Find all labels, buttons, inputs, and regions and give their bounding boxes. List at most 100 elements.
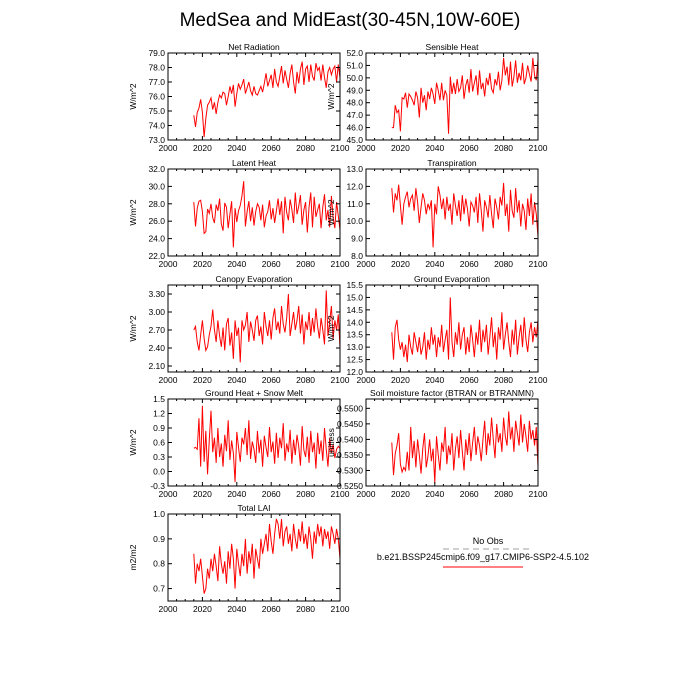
x-tick-label: 2040 [425, 489, 444, 499]
x-tick-label: 2040 [425, 375, 444, 385]
y-tick-label: 13.5 [346, 330, 363, 340]
series-line-net-radiation [193, 61, 340, 138]
panel-soil-moisture-factor-btran-or-btranmn: 2000 2020 2040 2060 2080 21000.52500.53000.53… [326, 388, 548, 499]
panel-title-canopy-evaporation: Canopy Evaporation [215, 274, 292, 284]
series-line-soil-moisture-factor-btran-or-btranmn [391, 411, 538, 483]
x-tick-label: 2000 [357, 375, 376, 385]
y-tick-label: 13.0 [346, 164, 363, 174]
series-line-sensible-heat [391, 57, 538, 134]
x-tick-label: 2100 [529, 489, 548, 499]
panel-title-net-radiation: Net Radiation [228, 42, 280, 52]
y-tick-label: 22.0 [148, 251, 165, 261]
y-tick-label: 0.5450 [337, 419, 363, 429]
y-tick-label: 13.0 [346, 342, 363, 352]
y-tick-label: 2.40 [148, 343, 165, 353]
y-axis-label-ground-evaporation: W/m^2 [326, 315, 336, 341]
y-tick-label: 12.5 [346, 355, 363, 365]
y-tick-label: 0.0 [153, 467, 165, 477]
series-line-ground-heat-snow-melt [193, 405, 340, 483]
x-tick-label: 2100 [331, 143, 350, 153]
x-tick-label: 2060 [460, 143, 479, 153]
y-tick-label: 2.70 [148, 325, 165, 335]
x-tick-label: 2000 [159, 143, 178, 153]
x-tick-label: 2060 [262, 143, 281, 153]
x-tick-label: 2060 [460, 375, 479, 385]
panel-title-latent-heat: Latent Heat [232, 158, 277, 168]
plot-frame-net-radiation [167, 52, 341, 141]
y-tick-label: 12.0 [346, 367, 363, 377]
y-tick-label: 12.0 [346, 181, 363, 191]
x-tick-label: 2060 [262, 489, 281, 499]
x-tick-label: 2020 [193, 604, 212, 614]
x-tick-label: 2100 [331, 489, 350, 499]
x-tick-label: 2000 [159, 489, 178, 499]
x-tick-label: 2000 [357, 489, 376, 499]
x-tick-label: 2100 [529, 259, 548, 269]
panels-group: 2000 2020 2040 2060 2080 2100 73.0 74.0 75.0 76.0… [128, 42, 548, 614]
x-tick-label: 2000 [159, 259, 178, 269]
panel-sensible-heat: 2000 2020 2040 2060 2080 210045.046.047.048.0… [326, 42, 548, 153]
y-tick-label: 24.0 [148, 234, 165, 244]
x-tick-label: 2080 [296, 375, 315, 385]
plot-frame-sensible-heat [365, 52, 539, 141]
y-tick-label: 28.0 [148, 199, 165, 209]
y-tick-label: 0.5500 [337, 403, 363, 413]
x-tick-label: 2100 [529, 143, 548, 153]
y-tick-label: 30.0 [148, 181, 165, 191]
y-tick-label: 11.0 [347, 199, 363, 209]
y-tick-label: 0.5250 [337, 481, 363, 491]
panel-title-soil-moisture-factor-btran-or-btranmn: Soil moisture factor (BTRAN or BTRANMN) [370, 388, 534, 398]
panel-net-radiation: 2000 2020 2040 2060 2080 2100 73.0 74.0 75.0 76.0… [128, 42, 350, 153]
x-tick-label: 2040 [425, 259, 444, 269]
y-axis-label-latent-heat: W/m^2 [128, 199, 138, 225]
y-tick-label: 0.5400 [337, 434, 363, 444]
y-tick-label: 10.0 [346, 216, 363, 226]
panel-total-lai: 2000 2020 2040 2060 2080 2100 0.7 0.8 0.9 1.0 Tota… [128, 503, 350, 614]
series-line-latent-heat [193, 181, 340, 248]
y-tick-label: 75.0 [148, 106, 165, 116]
x-tick-label: 2040 [227, 604, 246, 614]
x-tick-label: 2040 [227, 259, 246, 269]
y-tick-label: 0.9 [153, 534, 165, 544]
x-tick-label: 2080 [296, 489, 315, 499]
y-tick-label: 15.5 [346, 280, 363, 290]
x-tick-label: 2020 [391, 489, 410, 499]
x-tick-label: 2080 [296, 604, 315, 614]
y-tick-label: 52.0 [346, 48, 363, 58]
y-tick-label: 45.0 [346, 135, 363, 145]
series-line-ground-evaporation [391, 297, 538, 363]
y-tick-label: 9.0 [351, 234, 363, 244]
y-tick-label: 14.0 [346, 317, 363, 327]
y-axis-label-canopy-evaporation: W/m^2 [128, 315, 138, 341]
main-title: MedSea and MidEast(30-45N,10W-60E) [179, 10, 521, 31]
y-tick-label: 26.0 [148, 216, 165, 226]
y-tick-label: 0.8 [153, 559, 165, 569]
x-tick-label: 2000 [357, 259, 376, 269]
plot-frame-latent-heat [167, 168, 341, 257]
panel-latent-heat: 2000 2020 2040 2060 2080 2100 22.0 24.0 26.0 28.0… [128, 158, 350, 269]
x-tick-label: 2060 [262, 375, 281, 385]
x-tick-label: 2040 [425, 143, 444, 153]
y-tick-label: 14.5 [346, 305, 363, 315]
x-tick-label: 2100 [331, 259, 350, 269]
y-tick-label: 3.30 [148, 289, 165, 299]
y-tick-label: -0.3 [150, 481, 165, 491]
x-tick-label: 2080 [296, 259, 315, 269]
x-tick-label: 2080 [296, 143, 315, 153]
y-tick-label: 0.5300 [337, 465, 363, 475]
y-tick-label: 0.6 [153, 438, 165, 448]
plot-frame-ground-evaporation [365, 284, 539, 373]
legend-model-label: b.e21.BSSP245cmip6.f09_g17.CMIP6-SSP2-4.… [377, 552, 589, 562]
legend-obs-label: No Obs [473, 536, 504, 546]
y-tick-label: 77.0 [148, 77, 165, 87]
x-tick-label: 2080 [494, 143, 513, 153]
y-tick-label: 0.3 [153, 452, 165, 462]
panel-canopy-evaporation: 2000 2020 2040 2060 2080 2100 2.10 2.40 2.70 3.00… [128, 274, 350, 385]
x-tick-label: 2060 [262, 604, 281, 614]
y-axis-label-sensible-heat: W/m^2 [326, 83, 336, 109]
y-tick-label: 0.7 [153, 584, 165, 594]
x-tick-label: 2020 [391, 143, 410, 153]
x-tick-label: 2100 [331, 604, 350, 614]
x-tick-label: 2080 [494, 259, 513, 269]
